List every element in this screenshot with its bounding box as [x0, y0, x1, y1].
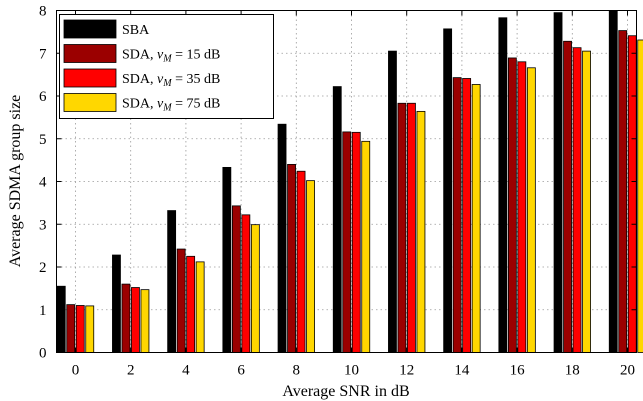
bar-series-1-6 — [231, 205, 241, 353]
grid-lines — [56, 10, 637, 353]
y-tick-label: 3 — [39, 217, 47, 233]
bar-series-2-10 — [351, 131, 361, 353]
bar-series-0-14 — [443, 28, 453, 353]
bar-series-0-8 — [277, 123, 287, 353]
x-tick-label: 20 — [620, 363, 635, 379]
bar-series-3-20 — [637, 39, 643, 353]
bar-series-1-14 — [452, 77, 462, 353]
bar-series-2-2 — [131, 287, 140, 353]
x-tick-label: 18 — [565, 363, 580, 379]
bar-series-0-18 — [553, 12, 563, 353]
legend-entry: SDA, νM = 15 dB — [122, 48, 220, 65]
bar-series-3-6 — [250, 224, 260, 353]
x-tick-label: 10 — [344, 363, 359, 379]
bar-series-3-0 — [85, 305, 95, 353]
x-tick-label: 14 — [454, 363, 470, 379]
x-tick-label: 2 — [127, 363, 135, 379]
legend-swatch — [63, 68, 117, 88]
x-tick-label: 16 — [510, 363, 526, 379]
x-tick-labels: 0 2 4 6 8 10 12 14 16 18 20 — [72, 363, 635, 379]
bars — [56, 10, 643, 353]
y-tick-label: 7 — [39, 46, 47, 62]
y-tick-label: 2 — [39, 260, 47, 276]
bar-series-3-8 — [306, 180, 315, 353]
bar-series-2-0 — [75, 305, 85, 353]
x-tick-label: 8 — [293, 363, 301, 379]
x-axis-label: Average SNR in dB — [282, 383, 409, 400]
bar-series-2-6 — [241, 214, 251, 353]
legend-swatch — [63, 93, 117, 112]
bar-series-1-4 — [176, 248, 186, 353]
bar-series-0-10 — [332, 86, 342, 353]
legend-entry: SDA, νM = 35 dB — [122, 72, 220, 89]
bar-series-3-14 — [471, 84, 481, 353]
legend: SBA SDA, νM = 15 dB SDA, νM = 35 dB SDA, νM… — [59, 14, 274, 119]
bar-series-2-16 — [517, 61, 527, 353]
bar-series-1-0 — [66, 304, 76, 353]
bar-series-2-18 — [572, 47, 582, 353]
y-tick-label: 6 — [39, 89, 47, 105]
bar-series-0-0 — [56, 285, 66, 353]
x-tick-label: 12 — [399, 363, 414, 379]
bar-series-0-20 — [608, 10, 618, 353]
bar-series-0-12 — [388, 50, 397, 353]
bar-series-1-2 — [121, 283, 131, 353]
y-axis-label: Average SDMA group size — [7, 95, 24, 268]
legend-entry: SDA, νM = 75 dB — [122, 97, 220, 114]
bar-series-0-16 — [498, 17, 508, 353]
bar-series-3-2 — [140, 289, 150, 353]
bar-series-0-2 — [112, 254, 121, 353]
y-tick-label: 5 — [39, 132, 47, 148]
bar-series-2-20 — [627, 35, 637, 353]
bar-series-2-8 — [296, 170, 306, 353]
legend-entry: SBA — [122, 23, 150, 38]
bar-series-0-4 — [167, 210, 177, 353]
y-tick-label: 4 — [39, 175, 47, 191]
bar-series-2-12 — [407, 102, 416, 353]
x-tick-label: 0 — [72, 363, 80, 379]
legend-swatch — [63, 44, 117, 63]
bar-series-1-20 — [618, 30, 628, 353]
bar-series-2-4 — [186, 255, 196, 353]
bar-series-0-6 — [222, 166, 232, 353]
x-tick-label: 4 — [182, 363, 190, 379]
bar-series-3-10 — [361, 140, 371, 353]
bar-series-2-14 — [462, 78, 472, 353]
y-tick-label: 0 — [39, 346, 47, 362]
y-tick-label: 1 — [39, 303, 47, 319]
bar-series-3-18 — [582, 50, 591, 353]
bar-series-1-12 — [397, 102, 407, 353]
x-tick-label: 6 — [237, 363, 245, 379]
bar-series-3-4 — [195, 261, 205, 353]
y-tick-labels: 0 1 2 3 4 5 6 7 8 — [39, 4, 47, 362]
y-tick-label: 8 — [39, 4, 47, 20]
bar-series-1-8 — [287, 163, 296, 353]
legend-swatch — [63, 19, 117, 39]
bar-series-1-16 — [507, 57, 517, 353]
bar-series-1-18 — [563, 40, 572, 353]
bar-series-1-10 — [342, 131, 352, 353]
bar-series-3-12 — [416, 110, 426, 353]
bar-series-3-16 — [526, 67, 536, 353]
